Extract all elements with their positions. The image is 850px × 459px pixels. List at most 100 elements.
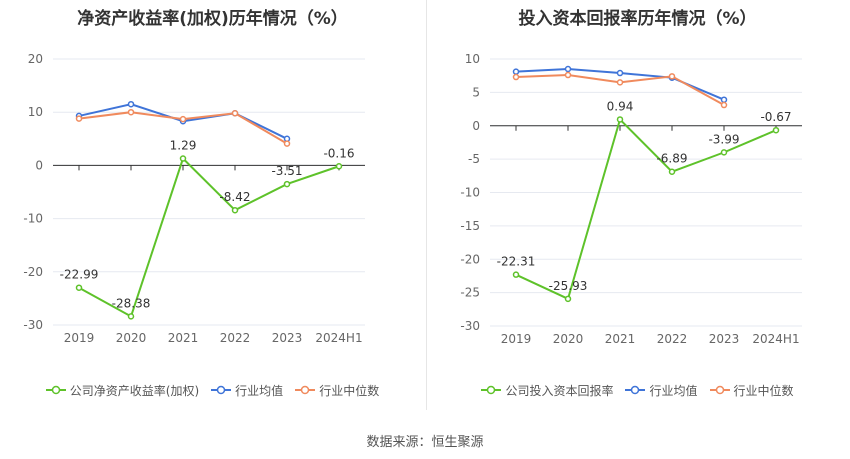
data-point	[283, 140, 291, 147]
data-point	[179, 155, 187, 162]
legend-label: 公司净资产收益率(加权)	[69, 383, 200, 398]
legend-item[interactable]: 公司净资产收益率(加权)	[45, 382, 200, 399]
x-tick-label: 2023	[272, 331, 303, 345]
x-tick-label: 2022	[657, 332, 688, 346]
legend-swatch-icon	[45, 385, 66, 395]
data-point	[231, 206, 239, 214]
legend-item[interactable]: 行业中位数	[709, 382, 794, 399]
roic-chart-panel: 投入资本回报率历年情况（%） 10 5 0 -5 -10 -15 -20 -25 -30 2019…	[425, 0, 850, 410]
series-line	[515, 117, 777, 301]
data-point	[127, 313, 135, 320]
data-point	[772, 126, 780, 134]
y-tick-label: -25	[460, 286, 480, 300]
legend-swatch-marker	[216, 385, 226, 395]
y-tick-label: -30	[23, 318, 43, 332]
y-tick-label: -10	[23, 212, 43, 226]
data-point	[231, 110, 239, 117]
legend-item[interactable]: 行业中位数	[295, 382, 379, 399]
x-tick-label: 2019	[501, 332, 532, 346]
data-label: -22.31	[497, 255, 536, 269]
x-tick-label: 2020	[553, 332, 584, 346]
data-label: -25.93	[549, 279, 588, 293]
data-source-note: 数据来源：恒生聚源	[366, 435, 484, 450]
panel-divider	[426, 0, 427, 410]
y-tick-label: 0	[35, 158, 43, 172]
data-point	[512, 271, 520, 278]
x-tick-label: 2023	[709, 332, 740, 346]
chart-title: 净资产收益率(加权)历年情况（%）	[77, 9, 348, 29]
data-point	[283, 180, 291, 188]
legend-item[interactable]: 行业均值	[211, 382, 283, 399]
data-label: -3.99	[708, 132, 739, 146]
data-point	[720, 96, 728, 103]
roe-chart-plot: 20 10 0 -10 -20 -30 2019 2020 2021 2022 2023 2024H1…	[23, 52, 365, 345]
legend-swatch-marker	[300, 385, 310, 395]
legend-item[interactable]: 行业均值	[625, 382, 698, 399]
data-point	[668, 168, 676, 175]
legend-label: 公司投入资本回报率	[505, 383, 614, 398]
x-tick-label: 2024H1	[315, 331, 362, 345]
y-tick-label: 0	[472, 119, 480, 133]
data-point	[564, 65, 572, 73]
data-point	[720, 149, 728, 156]
y-tick-label: 10	[465, 52, 480, 66]
legend-item[interactable]: 公司投入资本回报率	[481, 382, 613, 399]
legend-label: 行业均值	[235, 383, 284, 398]
legend-label: 行业中位数	[319, 383, 380, 398]
data-label: -22.99	[60, 268, 99, 282]
legend-swatch-marker	[487, 385, 496, 395]
legend-swatch-icon	[481, 385, 502, 395]
x-tick-label: 2019	[64, 331, 95, 345]
data-point	[668, 73, 676, 80]
data-label: -6.89	[656, 152, 687, 166]
data-label: -0.67	[760, 110, 791, 124]
x-tick-label: 2021	[605, 332, 636, 346]
data-point	[564, 295, 572, 303]
chart-legend: 公司净资产收益率(加权) 行业均值 行业中位数	[0, 380, 425, 400]
data-point	[75, 115, 83, 122]
y-tick-label: -10	[460, 186, 480, 200]
legend-swatch-icon	[709, 385, 730, 395]
y-tick-label: -20	[460, 252, 480, 266]
data-point	[616, 69, 624, 77]
data-point	[616, 79, 624, 86]
data-point	[512, 68, 520, 75]
data-point	[179, 115, 187, 123]
x-tick-label: 2024H1	[752, 332, 799, 346]
y-tick-label: 5	[472, 85, 480, 99]
data-label: 1.29	[170, 139, 197, 153]
y-tick-label: 10	[28, 105, 43, 119]
x-tick-label: 2022	[220, 331, 251, 345]
data-label: -0.16	[323, 146, 354, 160]
x-tick-label: 2021	[168, 331, 199, 345]
chart-title: 投入资本回报率历年情况（%）	[518, 9, 757, 29]
roic-chart-plot: 10 5 0 -5 -10 -15 -20 -25 -30 2019 2020 2021 2022 202…	[460, 52, 802, 346]
y-tick-label: -15	[460, 219, 480, 233]
y-tick-label: -20	[23, 265, 43, 279]
data-point	[127, 108, 135, 116]
legend-label: 行业均值	[649, 383, 698, 398]
legend-swatch-marker	[715, 385, 724, 395]
data-point	[335, 163, 343, 170]
data-point	[616, 116, 624, 123]
chart-legend: 公司投入资本回报率 行业均值 行业中位数	[425, 380, 850, 400]
data-label: -8.42	[219, 190, 250, 204]
legend-swatch-icon	[211, 385, 232, 395]
legend-swatch-marker	[51, 385, 61, 395]
data-point	[75, 284, 83, 291]
legend-swatch-icon	[625, 385, 646, 395]
legend-swatch-marker	[631, 385, 640, 395]
data-point	[127, 100, 135, 108]
data-point	[564, 71, 572, 79]
series-line	[78, 156, 340, 318]
data-label: -28.38	[112, 296, 151, 310]
y-tick-label: -30	[460, 319, 480, 333]
x-tick-label: 2020	[116, 331, 147, 345]
data-label: 0.94	[607, 99, 634, 113]
data-label: -3.51	[271, 164, 302, 178]
data-point	[720, 101, 728, 109]
legend-label: 行业中位数	[733, 383, 794, 398]
data-point	[512, 73, 520, 81]
y-tick-label: 20	[28, 52, 43, 66]
roe-chart-panel: 净资产收益率(加权)历年情况（%） 20 10 0 -10 -20 -30 2019 2020…	[0, 0, 425, 410]
